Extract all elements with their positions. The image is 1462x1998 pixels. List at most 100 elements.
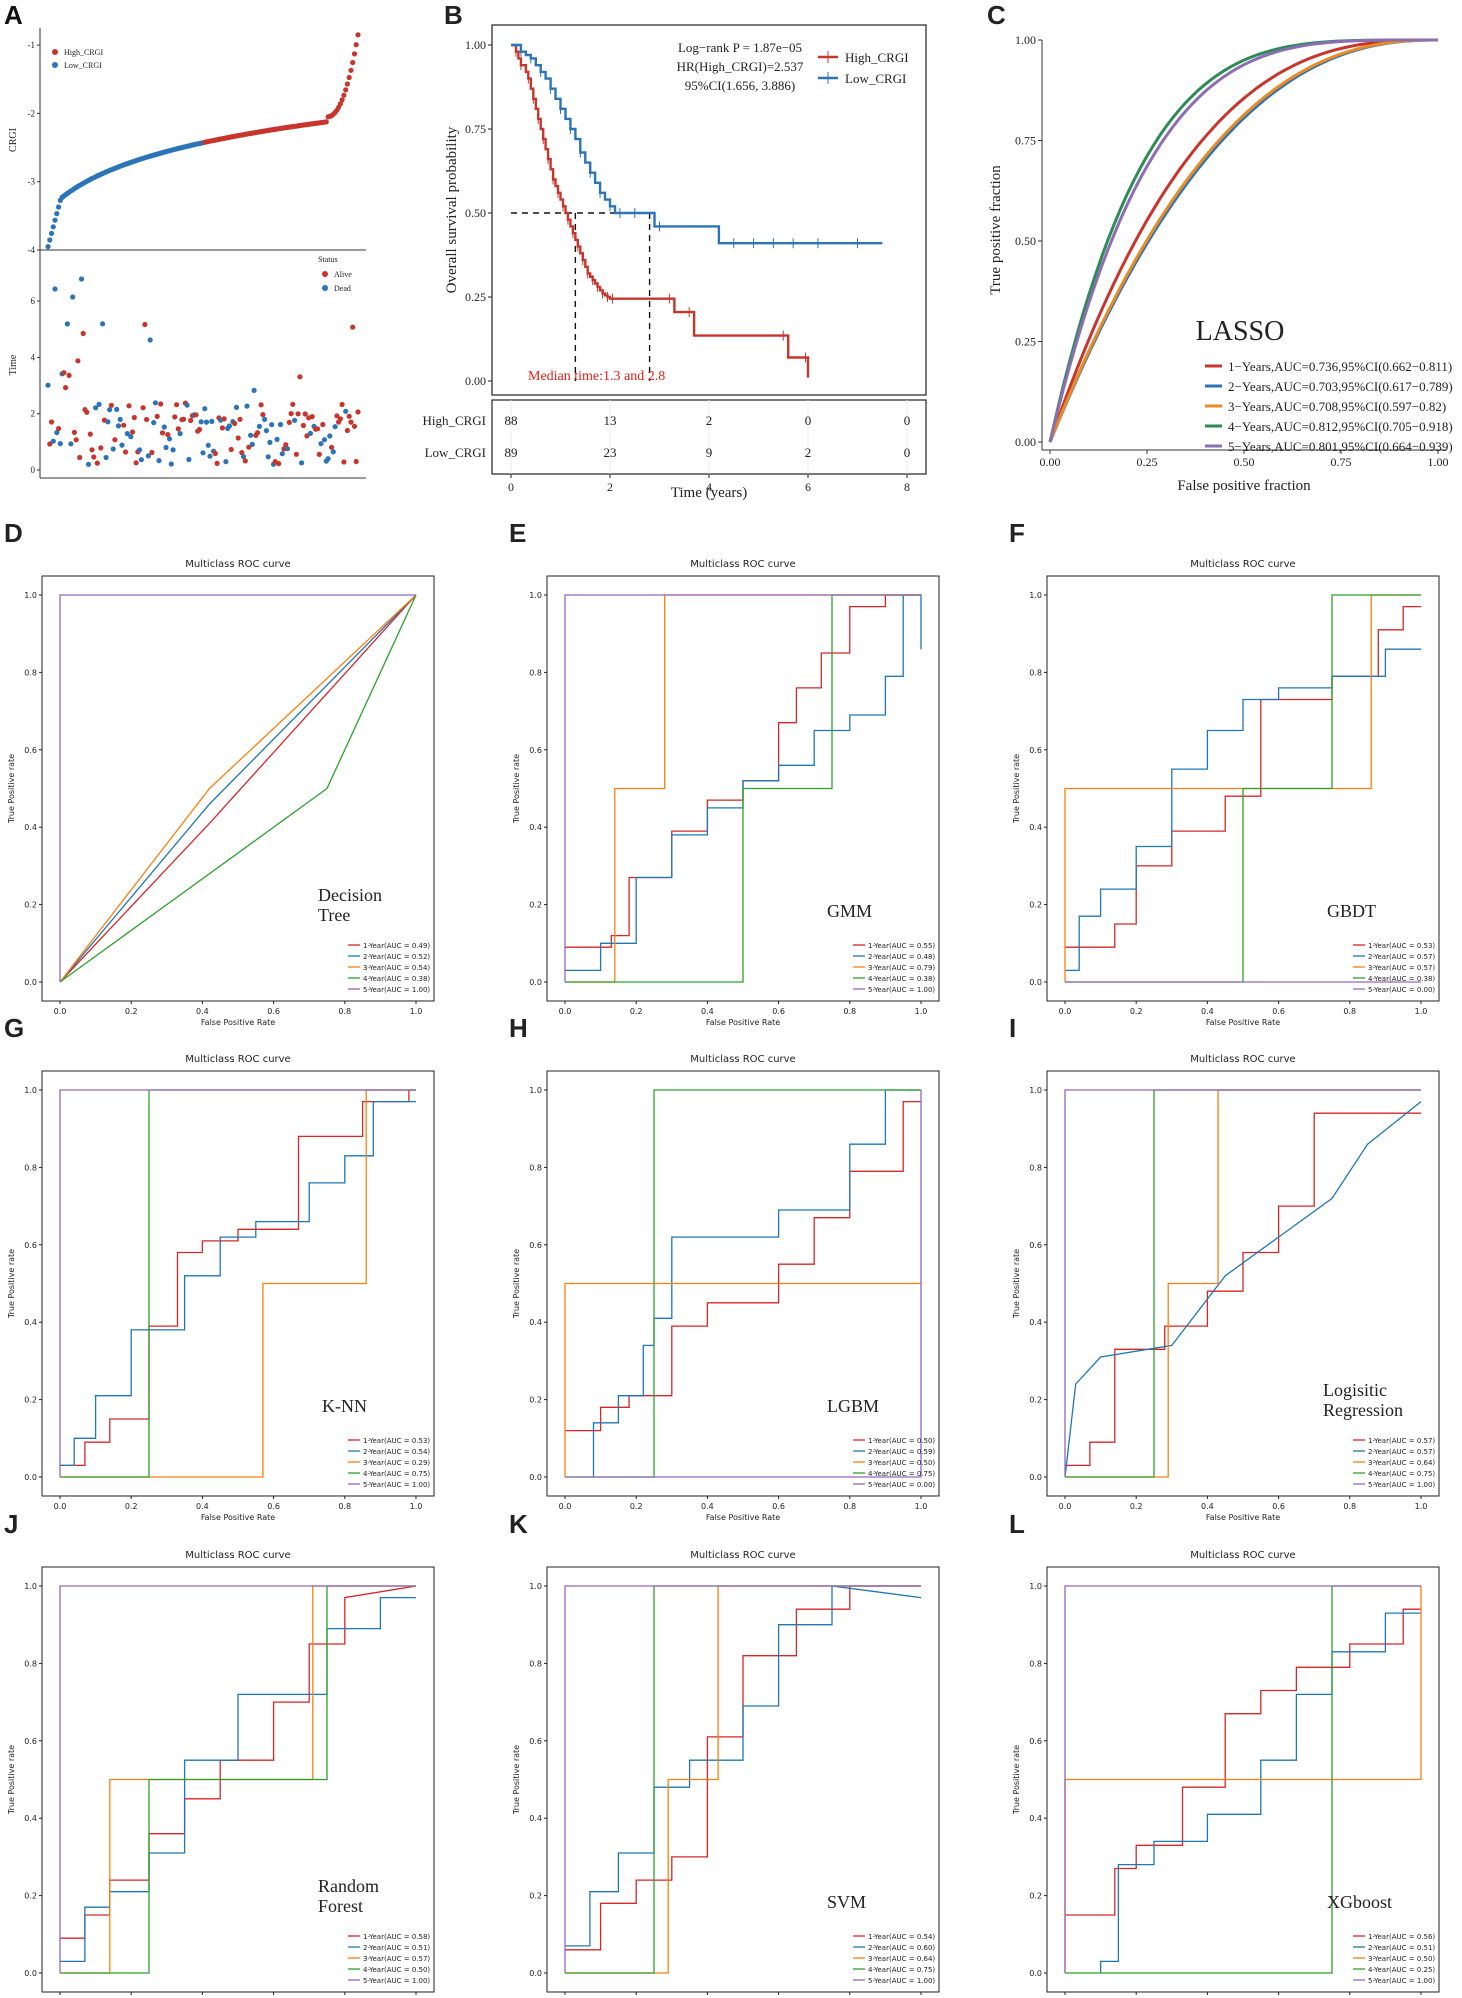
legend-entry: 1-Year(AUC = 0.53)	[363, 1437, 430, 1445]
point-dead	[248, 432, 254, 438]
tick-label-x: 0.6	[1272, 1007, 1285, 1016]
point-dead	[50, 438, 56, 444]
point-dead	[45, 382, 51, 388]
tick-label-x: 0.0	[54, 1502, 67, 1511]
tick-label-x: 1.0	[915, 1502, 928, 1511]
ylabel: True Positive rate	[1012, 1745, 1021, 1815]
point-dead	[251, 387, 257, 393]
tick-label-a-top: -3	[28, 177, 36, 187]
chart-title: Multiclass ROC curve	[690, 559, 795, 570]
xlabel: False Positive Rate	[1206, 1513, 1280, 1522]
tick-label-y: 1.0	[529, 1086, 542, 1095]
legend-entry: 2-Year(AUC = 0.54)	[363, 1448, 430, 1456]
point-dead	[209, 418, 215, 424]
roc-line-year-5	[564, 1585, 921, 1973]
point-low-crgi	[52, 217, 58, 223]
point-dead	[107, 407, 113, 413]
xlabel: False Positive Rate	[706, 1018, 780, 1027]
tick-label-x: 1.0	[410, 1502, 423, 1511]
point-alive	[348, 419, 354, 425]
legend-entry: 3-Year(AUC = 0.64)	[1368, 1459, 1435, 1467]
panel-label-j: J	[4, 1509, 18, 1539]
tick-label-y: 0.6	[24, 1241, 37, 1250]
tick-label-b-y: 0.50	[465, 206, 486, 220]
point-alive	[212, 450, 218, 457]
tick-label-x: 0.6	[772, 1007, 785, 1016]
point-alive	[290, 401, 296, 407]
legend-marker-alive	[322, 271, 328, 277]
point-dead	[307, 430, 313, 436]
tick-label-y: 0.8	[529, 1163, 542, 1172]
risk-value: 13	[604, 413, 617, 428]
point-alive	[293, 451, 299, 457]
tick-label-x: 0.4	[701, 1502, 714, 1511]
point-dead	[161, 424, 167, 430]
point-alive	[87, 431, 93, 437]
point-alive	[346, 413, 352, 419]
point-alive	[131, 414, 137, 421]
point-low-crgi	[45, 244, 51, 250]
ylabel-b: Overall survival probability	[444, 126, 460, 293]
point-alive	[48, 419, 55, 425]
tick-label-a-bot: 0	[31, 465, 36, 475]
point-alive	[133, 460, 139, 466]
point-low-crgi	[54, 211, 60, 217]
point-dead	[233, 404, 240, 410]
km-curve-high	[511, 43, 810, 378]
point-alive	[159, 430, 166, 436]
point-dead	[166, 436, 173, 442]
point-alive	[63, 385, 69, 391]
legend-entry: 3-Year(AUC = 0.57)	[363, 1955, 430, 1963]
legend-entry: 2-Year(AUC = 0.52)	[363, 953, 430, 961]
legend-entry: 1-Year(AUC = 0.55)	[868, 942, 935, 950]
point-alive	[47, 441, 53, 447]
point-dead	[269, 422, 275, 428]
legend-c-entry: 5−Years,AUC=0.801,95%CI(0.664−0.939)	[1228, 439, 1453, 454]
tick-label-x: 0.4	[701, 1007, 714, 1016]
tick-label-x: 1.0	[410, 1007, 423, 1016]
tick-label-y: 0.0	[529, 978, 542, 987]
km-curve-low	[511, 43, 883, 245]
point-alive	[126, 403, 132, 409]
point-dead	[103, 454, 109, 461]
tick-label-y: 0.0	[529, 1969, 542, 1978]
tick-label-y: 0.4	[24, 1814, 37, 1823]
point-alive	[193, 412, 199, 418]
tick-label-y: 0.4	[529, 1318, 542, 1327]
model-label: Logisitic	[1323, 1380, 1387, 1400]
tick-label-y: 0.0	[529, 1473, 542, 1482]
legend-alive: Alive	[334, 270, 352, 279]
legend-entry: 5-Year(AUC = 1.00)	[868, 1977, 935, 1985]
plot-frame	[1046, 1070, 1440, 1497]
roc-line-year-2	[59, 594, 417, 983]
point-alive	[353, 458, 359, 465]
point-high-crgi	[343, 87, 349, 93]
tick-label-c-y: 0.00	[1015, 435, 1036, 449]
point-alive	[214, 460, 220, 466]
roc-line-year-5	[1064, 1585, 1421, 1973]
plot-frame	[41, 1566, 435, 1993]
point-high-crgi	[348, 67, 354, 73]
tick-label-b-y: 1.00	[465, 38, 486, 52]
legend-entry: 1-Year(AUC = 0.58)	[363, 1933, 430, 1941]
tick-label-y: 0.2	[529, 901, 542, 910]
tick-label-y: 0.6	[529, 746, 542, 755]
point-alive	[61, 370, 67, 376]
point-dead	[318, 441, 324, 447]
point-alive	[219, 425, 225, 431]
point-dead	[321, 437, 328, 443]
point-alive	[181, 416, 187, 422]
legend-marker-high	[52, 49, 58, 55]
panel-label-b: B	[444, 0, 463, 30]
plot-frame-b	[491, 24, 927, 396]
legend-entry: 4-Year(AUC = 0.50)	[363, 1966, 430, 1974]
xlabel: False Positive Rate	[706, 1513, 780, 1522]
point-alive	[158, 401, 164, 407]
point-dead	[138, 457, 144, 463]
xlabel: False Positive Rate	[201, 1018, 275, 1027]
xlabel: False Positive Rate	[201, 1513, 275, 1522]
tick-label-y: 0.4	[1029, 1318, 1042, 1327]
point-alive	[174, 402, 180, 408]
point-alive	[91, 454, 97, 460]
risk-value: 2	[706, 413, 713, 428]
